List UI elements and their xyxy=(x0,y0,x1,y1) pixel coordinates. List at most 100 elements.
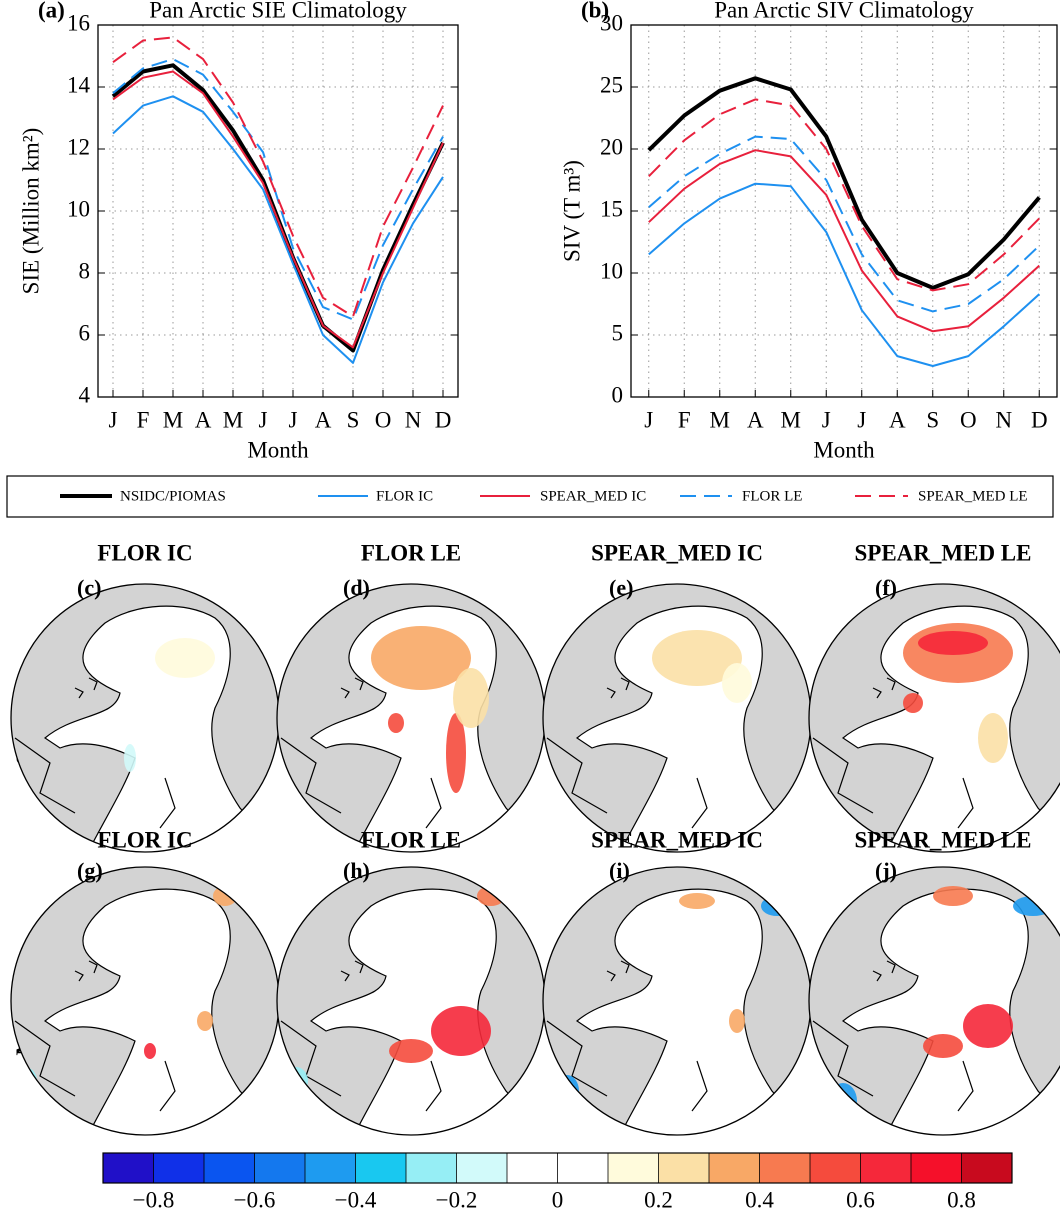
map-panel-label: (f) xyxy=(875,575,897,600)
colorbar-tick-label: 0.6 xyxy=(846,1187,875,1212)
colorbar-bin xyxy=(759,1153,810,1183)
x-tick-label: N xyxy=(995,407,1012,432)
x-tick-label: D xyxy=(1031,407,1048,432)
x-tick-label: J xyxy=(822,407,831,432)
bias-patch xyxy=(933,886,973,906)
bias-patch xyxy=(918,631,988,655)
map-panel xyxy=(809,584,1060,852)
colorbar-bin xyxy=(658,1153,709,1183)
map-panel xyxy=(543,584,811,852)
y-tick-label: 20 xyxy=(600,134,623,159)
chart-title: Pan Arctic SIE Climatology xyxy=(149,0,407,22)
y-tick-label: 10 xyxy=(600,258,623,283)
bias-patch xyxy=(761,896,793,916)
map-title: SPEAR_MED LE xyxy=(855,540,1032,565)
y-axis-label: SIE (Million km²) xyxy=(18,128,43,295)
plot-frame xyxy=(97,24,459,398)
x-tick-label: F xyxy=(137,407,150,432)
map-title: SPEAR_MED IC xyxy=(591,540,763,565)
panel-label: (a) xyxy=(38,0,65,22)
x-tick-label: F xyxy=(678,407,691,432)
x-axis-label: Month xyxy=(247,437,309,462)
map-coast xyxy=(280,960,442,1112)
map-coast xyxy=(546,960,708,1112)
colorbar-bin xyxy=(153,1153,204,1183)
map-coast xyxy=(546,677,708,829)
series-line xyxy=(111,63,445,353)
map-coast xyxy=(14,960,176,1112)
y-tick-label: 5 xyxy=(612,320,624,345)
map-ocean xyxy=(575,888,811,1135)
map-border xyxy=(808,583,1060,853)
bias-patch xyxy=(722,663,752,703)
map-panel xyxy=(277,584,545,852)
colorbar-bin xyxy=(860,1153,911,1183)
x-tick-label: O xyxy=(375,407,392,432)
bias-patch xyxy=(679,893,715,909)
colorbar-tick-label: 0.2 xyxy=(644,1187,673,1212)
legend-label: SPEAR_MED IC xyxy=(540,488,646,504)
map-panel-label: (i) xyxy=(609,858,630,883)
map-ocean xyxy=(309,605,545,852)
series-line xyxy=(648,182,1040,367)
map-panel-label: (d) xyxy=(343,575,370,600)
map-ocean xyxy=(575,605,811,852)
colorbar-bin xyxy=(557,1153,608,1183)
colorbar-bin xyxy=(254,1153,305,1183)
bias-patch xyxy=(477,886,505,906)
colorbar-bin xyxy=(810,1153,861,1183)
x-tick-label: D xyxy=(435,407,452,432)
map-panel-label: (g) xyxy=(77,858,103,883)
colorbar-bin xyxy=(204,1153,255,1183)
legend-label: SPEAR_MED LE xyxy=(918,488,1028,504)
map-coast xyxy=(14,677,176,829)
x-tick-label: S xyxy=(347,407,360,432)
x-tick-label: M xyxy=(781,407,801,432)
map-panel-label: (h) xyxy=(343,858,370,883)
bias-patch xyxy=(431,1006,491,1056)
legend-label: NSIDC/PIOMAS xyxy=(120,488,226,504)
bias-patch xyxy=(978,713,1008,763)
bias-patch xyxy=(555,1075,579,1107)
legend-label: FLOR LE xyxy=(742,488,802,504)
series-line xyxy=(648,98,1041,292)
x-tick-label: J xyxy=(857,407,866,432)
y-tick-label: 12 xyxy=(67,134,90,159)
map-title: FLOR LE xyxy=(361,540,461,565)
y-tick-label: 15 xyxy=(600,196,623,221)
series-line xyxy=(112,36,444,318)
map-panel xyxy=(543,867,811,1135)
map-panel-label: (e) xyxy=(609,575,633,600)
x-tick-label: J xyxy=(644,407,653,432)
colorbar-tick-label: −0.8 xyxy=(133,1187,175,1212)
colorbar-tick-label: −0.2 xyxy=(436,1187,478,1212)
x-tick-label: A xyxy=(747,407,764,432)
x-tick-label: M xyxy=(163,407,183,432)
bias-patch xyxy=(213,886,237,906)
panel-label: (b) xyxy=(581,0,609,22)
y-tick-label: 25 xyxy=(600,72,623,97)
map-title: FLOR IC xyxy=(97,827,192,852)
colorbar-bin xyxy=(355,1153,406,1183)
map-border xyxy=(808,866,1060,1136)
map-panel-label: (c) xyxy=(77,575,101,600)
bias-patch xyxy=(13,1067,37,1095)
colorbar-bin xyxy=(911,1153,962,1183)
legend-box xyxy=(6,475,1054,518)
x-tick-label: M xyxy=(223,407,243,432)
bias-patch xyxy=(446,713,466,793)
legend-label: FLOR IC xyxy=(376,488,433,504)
series-line xyxy=(648,149,1040,333)
colorbar-tick-label: 0.8 xyxy=(947,1187,976,1212)
colorbar-tick-label: 0.4 xyxy=(745,1187,774,1212)
bias-patch xyxy=(923,1034,963,1058)
x-tick-label: S xyxy=(926,407,939,432)
colorbar-bin xyxy=(507,1153,558,1183)
colorbar-tick-label: −0.4 xyxy=(335,1187,377,1212)
y-tick-label: 4 xyxy=(79,382,91,407)
map-title: SPEAR_MED IC xyxy=(591,827,763,852)
bias-patch xyxy=(729,1009,745,1033)
bias-patch xyxy=(1013,896,1053,916)
y-tick-label: 30 xyxy=(600,10,623,35)
